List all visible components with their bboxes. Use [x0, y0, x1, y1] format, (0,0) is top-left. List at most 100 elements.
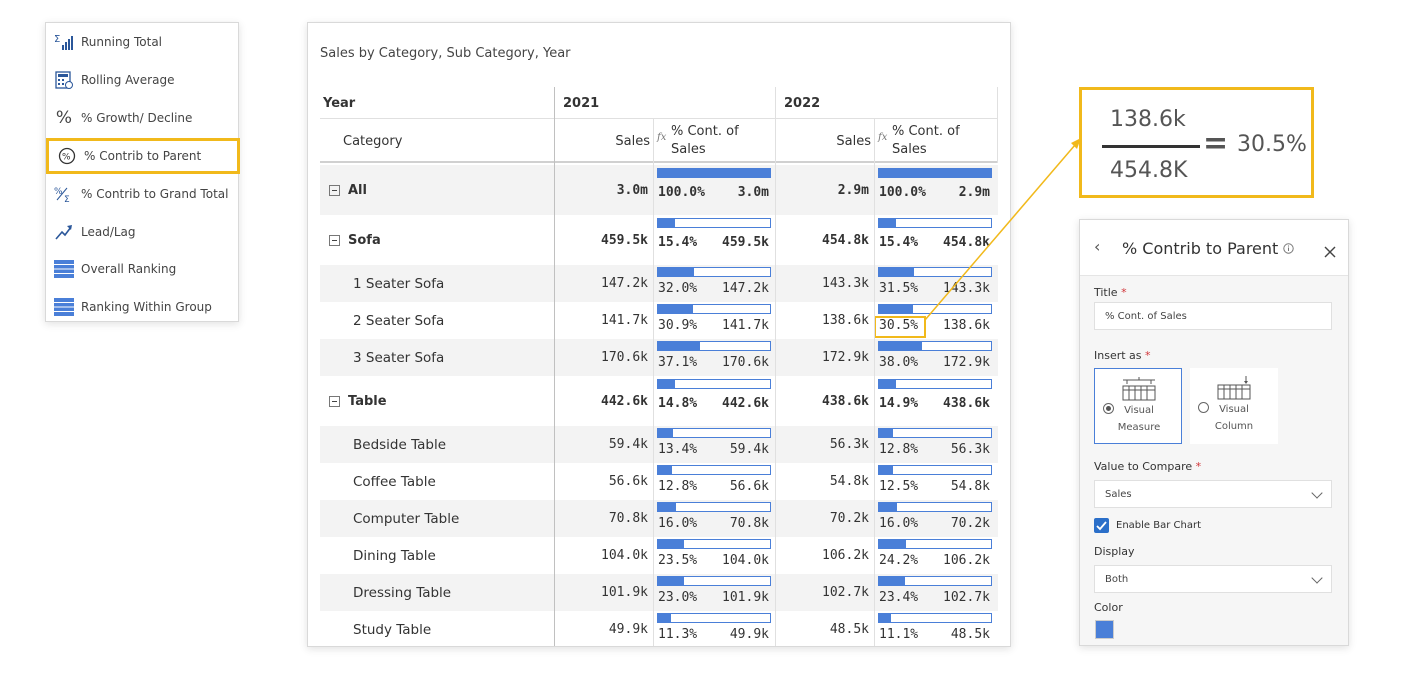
measure-radio[interactable]: [1103, 403, 1114, 414]
row-label: 2 Seater Sofa: [353, 302, 444, 339]
contribution-bar-fill: [658, 429, 673, 437]
sales-cell: 147.2k: [601, 276, 648, 291]
value-cell: 59.4k: [729, 442, 769, 457]
visual-column-option[interactable]: Visual Column: [1190, 368, 1278, 444]
color-swatch[interactable]: [1095, 620, 1114, 639]
percent-sigma-icon: % Σ: [53, 184, 75, 204]
table-row[interactable]: Dining Table 104.0k 23.5% 104.0k 106.2k 24.2%…: [320, 537, 998, 574]
menu-item-label: Lead/Lag: [81, 225, 136, 239]
percent-cell: 37.1%: [658, 355, 698, 370]
sales-cell: 442.6k: [601, 393, 648, 409]
percent-cell: 30.9%: [658, 318, 698, 333]
sales-cell: 2.9m: [837, 182, 869, 198]
contribution-bar-fill: [658, 614, 671, 622]
menu-item-growth-decline[interactable]: % % Growth/ Decline: [46, 100, 238, 136]
collapse-icon[interactable]: [329, 184, 340, 196]
row-label-text: 1 Seater Sofa: [353, 275, 445, 292]
matrix-visual: Sales by Category, Sub Category, Year Ye…: [307, 22, 1011, 647]
sales-cell: 459.5k: [601, 232, 648, 248]
menu-item-running-total[interactable]: Σ Running Total: [46, 24, 238, 60]
contribution-bar-fill: [879, 169, 991, 177]
row-label: All: [329, 165, 367, 215]
enable-bar-chart-checkbox[interactable]: [1094, 518, 1109, 533]
contribution-bar: [878, 576, 992, 586]
year-2021-header[interactable]: 2021: [563, 95, 600, 111]
value-cell: 102.7k: [943, 590, 990, 605]
menu-item-contrib-parent[interactable]: % % Contrib to Parent: [46, 138, 240, 174]
info-icon[interactable]: [1283, 239, 1294, 258]
value-cell: 138.6k: [943, 318, 990, 333]
menu-item-label: Ranking Within Group: [81, 300, 212, 314]
sales-cell: 101.9k: [601, 585, 648, 600]
menu-item-contrib-grand-total[interactable]: % Σ % Contrib to Grand Total: [46, 176, 238, 212]
percent-cell: 13.4%: [658, 442, 698, 457]
column-radio[interactable]: [1198, 402, 1209, 413]
contribution-bar-fill: [879, 268, 915, 276]
svg-text:%: %: [62, 153, 71, 163]
table-row[interactable]: Coffee Table 56.6k 12.8% 56.6k 54.8k 12.5% 54.…: [320, 463, 998, 500]
menu-item-lead-lag[interactable]: Lead/Lag: [46, 214, 238, 250]
category-header[interactable]: Category: [343, 133, 403, 149]
value-cell: 459.5k: [722, 235, 769, 250]
menu-item-ranking-within-group[interactable]: Ranking Within Group: [46, 289, 238, 325]
cont-2021-header[interactable]: % Cont. of Sales: [671, 124, 739, 157]
option-label-line2: Measure: [1117, 422, 1161, 433]
option-label-line1: Visual: [1124, 405, 1154, 416]
contribution-bar-fill: [879, 540, 907, 548]
contribution-bar: [878, 539, 992, 549]
sales-cell: 438.6k: [822, 393, 869, 409]
formula-denominator: 454.8K: [1110, 158, 1188, 183]
percent-cell: 23.4%: [879, 590, 919, 605]
percent-cell: 15.4%: [658, 235, 698, 250]
column-divider: [554, 87, 555, 646]
close-icon[interactable]: [1324, 243, 1336, 262]
table-row[interactable]: Bedside Table 59.4k 13.4% 59.4k 56.3k 12.8% 56…: [320, 426, 998, 463]
title-input[interactable]: % Cont. of Sales: [1094, 302, 1332, 330]
table-row[interactable]: 3 Seater Sofa 170.6k 37.1% 170.6k 172.9k 38.0…: [320, 339, 998, 376]
collapse-icon[interactable]: [329, 234, 340, 246]
contribution-bar: [657, 379, 771, 389]
rolling-average-icon: [53, 70, 75, 90]
visual-measure-icon: [1121, 377, 1157, 404]
cont-2022-header[interactable]: % Cont. of Sales: [892, 124, 960, 157]
contribution-bar: [657, 428, 771, 438]
contribution-bar-fill: [658, 540, 685, 548]
contribution-bar-fill: [879, 305, 914, 313]
year-2022-header[interactable]: 2022: [784, 95, 821, 111]
percent-cell: 23.5%: [658, 553, 698, 568]
table-row[interactable]: Table 442.6k 14.8% 442.6k 438.6k 14.9% 438.6k: [320, 376, 998, 426]
table-row[interactable]: All 3.0m 100.0% 3.0m 2.9m 100.0% 2.9m: [320, 165, 998, 215]
contribution-bar: [657, 168, 771, 178]
percent-cell: 32.0%: [658, 281, 698, 296]
row-label-text: Dining Table: [353, 547, 436, 564]
contribution-bar: [657, 465, 771, 475]
table-row[interactable]: Computer Table 70.8k 16.0% 70.8k 70.2k 16.0% 7…: [320, 500, 998, 537]
contribution-bar: [878, 168, 992, 178]
highlighted-cell: [874, 316, 926, 338]
visual-measure-option[interactable]: Visual Measure: [1094, 368, 1182, 444]
percent-cell: 100.0%: [658, 185, 705, 200]
header-row-columns: Category Sales fx % Cont. of Sales Sales…: [320, 119, 998, 163]
value-to-compare-label: Value to Compare *: [1094, 460, 1202, 473]
table-row[interactable]: 1 Seater Sofa 147.2k 32.0% 147.2k 143.3k 31.5…: [320, 265, 998, 302]
collapse-icon[interactable]: [329, 395, 340, 407]
value-to-compare-dropdown[interactable]: Sales: [1094, 480, 1332, 508]
chevron-down-icon: [1311, 572, 1323, 584]
sales-2022-header[interactable]: Sales: [836, 133, 871, 149]
contribution-bar: [878, 465, 992, 475]
chevron-left-icon[interactable]: ‹: [1094, 237, 1101, 256]
table-row[interactable]: Dressing Table 101.9k 23.0% 101.9k 102.7k 23.…: [320, 574, 998, 611]
sales-2021-header[interactable]: Sales: [615, 133, 650, 149]
display-dropdown[interactable]: Both: [1094, 565, 1332, 593]
table-row[interactable]: Sofa 459.5k 15.4% 459.5k 454.8k 15.4% 454.8k: [320, 215, 998, 265]
chevron-down-icon: [1311, 487, 1323, 499]
table-row[interactable]: Study Table 49.9k 11.3% 49.9k 48.5k 11.1% 48.5…: [320, 611, 998, 646]
enable-bar-chart-label: Enable Bar Chart: [1116, 520, 1201, 531]
percent-cell: 11.1%: [879, 627, 919, 642]
menu-item-overall-ranking[interactable]: Overall Ranking: [46, 251, 238, 287]
sales-cell: 138.6k: [822, 313, 869, 328]
row-label: Table: [329, 376, 387, 426]
menu-item-rolling-average[interactable]: Rolling Average: [46, 62, 238, 98]
row-label-text: All: [348, 182, 367, 198]
contribution-bar-fill: [879, 614, 892, 622]
